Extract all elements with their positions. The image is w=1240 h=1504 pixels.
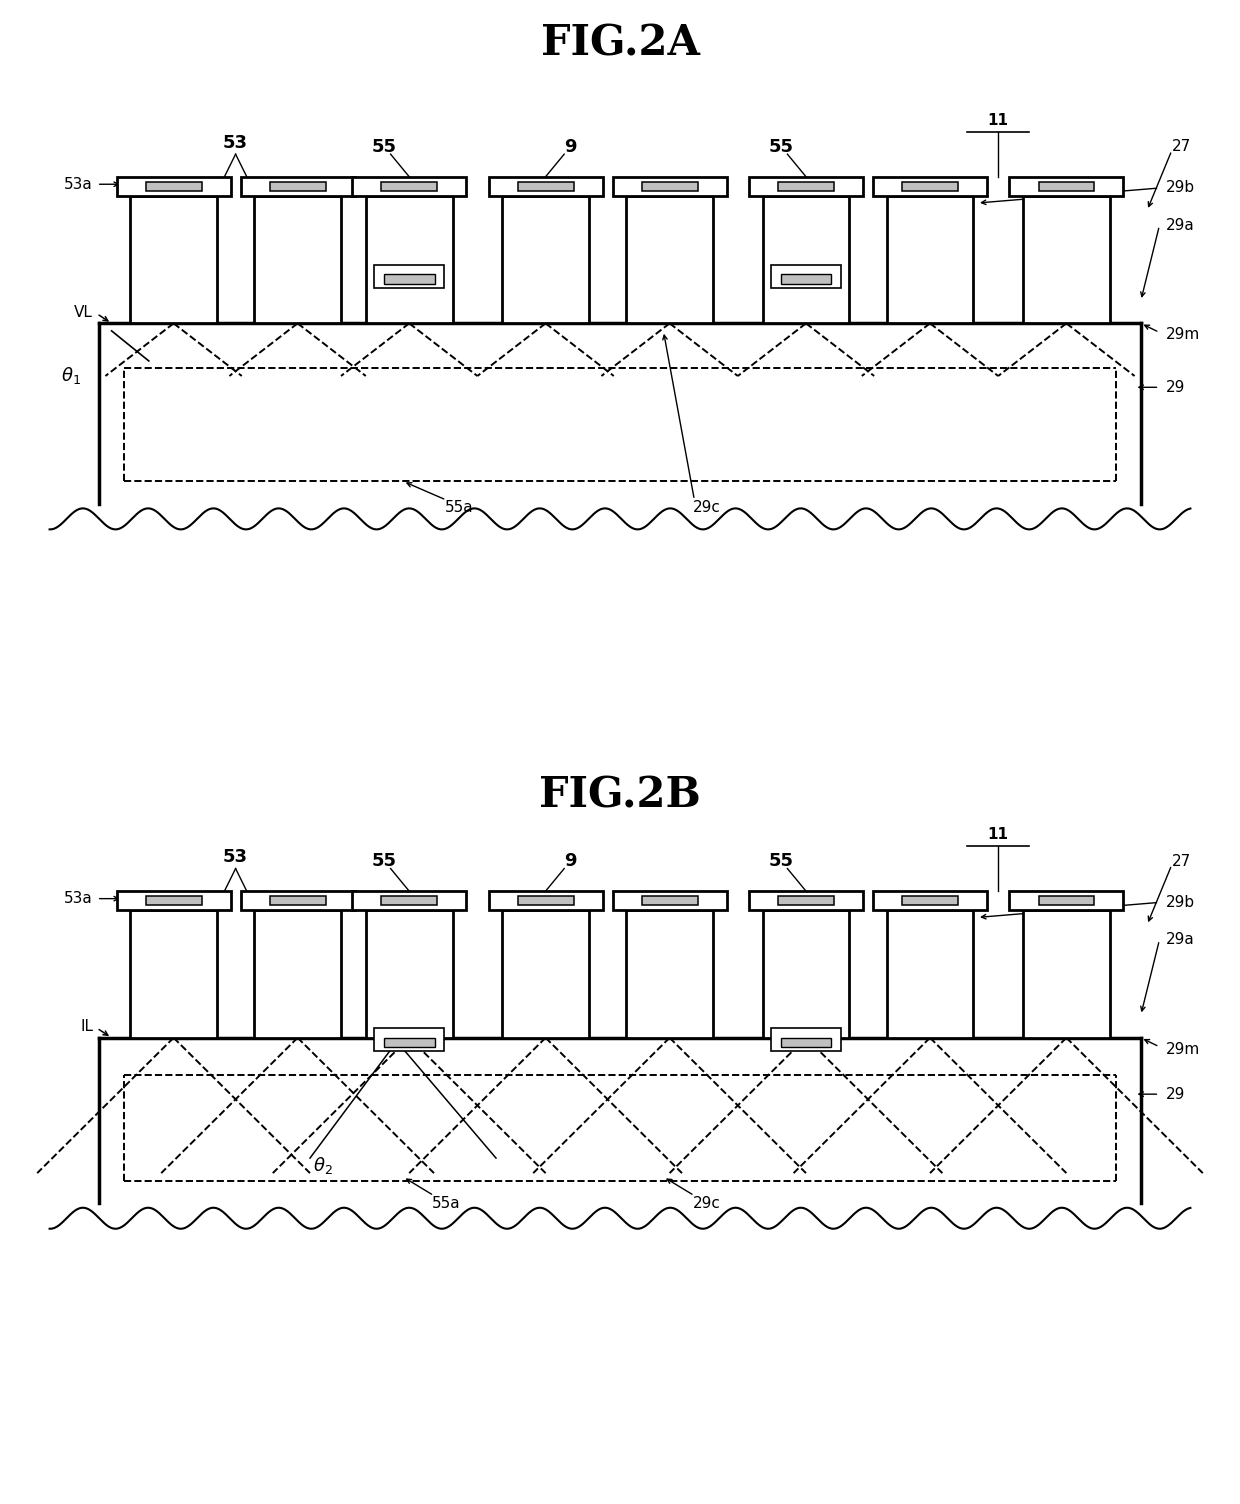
Text: 11: 11 — [988, 113, 1008, 128]
Bar — [749, 177, 863, 196]
Bar — [613, 890, 727, 910]
Bar — [781, 274, 831, 283]
Text: 55: 55 — [769, 138, 794, 155]
Bar — [254, 196, 341, 323]
Bar — [489, 177, 603, 196]
Bar — [749, 890, 863, 910]
Text: 55a: 55a — [444, 501, 474, 514]
Text: 29m: 29m — [1166, 328, 1200, 341]
Bar — [1023, 196, 1110, 323]
Bar — [613, 177, 727, 196]
Bar — [781, 1038, 831, 1047]
Text: $\theta_2$: $\theta_2$ — [312, 1155, 332, 1176]
Bar — [887, 196, 973, 323]
Text: 55: 55 — [372, 853, 397, 869]
Bar — [130, 196, 217, 323]
Text: 29c: 29c — [693, 1196, 720, 1211]
Text: 9: 9 — [564, 138, 577, 155]
Bar — [270, 182, 325, 191]
Bar — [254, 910, 341, 1038]
Bar — [241, 890, 355, 910]
Text: 53: 53 — [223, 848, 248, 866]
Bar — [1023, 910, 1110, 1038]
Text: 29c: 29c — [693, 501, 720, 514]
Bar — [489, 890, 603, 910]
Bar — [382, 896, 438, 905]
Bar — [352, 177, 466, 196]
Text: 55: 55 — [372, 138, 397, 155]
Bar — [626, 196, 713, 323]
Bar — [779, 896, 833, 905]
Text: 53a: 53a — [64, 892, 93, 905]
Bar — [241, 177, 355, 196]
Text: FIG.2B: FIG.2B — [539, 775, 701, 817]
Text: 29a: 29a — [1166, 932, 1194, 948]
Bar — [779, 182, 833, 191]
Bar — [518, 896, 573, 905]
Bar — [374, 265, 444, 289]
Bar — [352, 890, 466, 910]
Bar — [374, 1029, 444, 1051]
Bar — [130, 910, 217, 1038]
Text: 29: 29 — [1166, 381, 1185, 394]
Text: 53: 53 — [223, 134, 248, 152]
Bar — [763, 196, 849, 323]
Bar — [887, 910, 973, 1038]
Bar — [873, 890, 987, 910]
Bar — [903, 182, 957, 191]
Text: 29: 29 — [1166, 1087, 1185, 1101]
Bar — [270, 896, 325, 905]
Text: FIG.2A: FIG.2A — [541, 23, 699, 65]
Text: VL: VL — [74, 305, 93, 319]
Text: 27: 27 — [1172, 854, 1192, 868]
Bar — [642, 896, 697, 905]
Bar — [1039, 896, 1094, 905]
Bar — [771, 265, 841, 289]
Text: 29b: 29b — [1166, 180, 1194, 196]
Text: 27: 27 — [1172, 140, 1192, 153]
Bar — [771, 1029, 841, 1051]
Bar — [502, 196, 589, 323]
Bar — [384, 1038, 434, 1047]
Text: $\theta_1$: $\theta_1$ — [61, 365, 81, 387]
Text: 29m: 29m — [1166, 1042, 1200, 1056]
Text: 9: 9 — [564, 853, 577, 869]
Bar — [382, 182, 438, 191]
Text: 55: 55 — [769, 853, 794, 869]
Bar — [502, 910, 589, 1038]
Bar — [626, 910, 713, 1038]
Bar — [518, 182, 573, 191]
Bar — [873, 177, 987, 196]
Text: 53a: 53a — [64, 177, 93, 191]
Bar — [763, 910, 849, 1038]
Text: 11: 11 — [988, 827, 1008, 842]
Bar — [146, 182, 202, 191]
Bar — [384, 274, 434, 283]
Text: IL: IL — [81, 1020, 93, 1033]
Bar — [117, 890, 231, 910]
Text: 55a: 55a — [432, 1196, 461, 1211]
Bar — [1039, 182, 1094, 191]
Bar — [366, 196, 453, 323]
Text: 29a: 29a — [1166, 218, 1194, 233]
Bar — [1009, 890, 1123, 910]
Bar — [117, 177, 231, 196]
Bar — [366, 910, 453, 1038]
Bar — [903, 896, 957, 905]
Text: 29b: 29b — [1166, 895, 1194, 910]
Bar — [642, 182, 697, 191]
Bar — [146, 896, 202, 905]
Bar — [1009, 177, 1123, 196]
